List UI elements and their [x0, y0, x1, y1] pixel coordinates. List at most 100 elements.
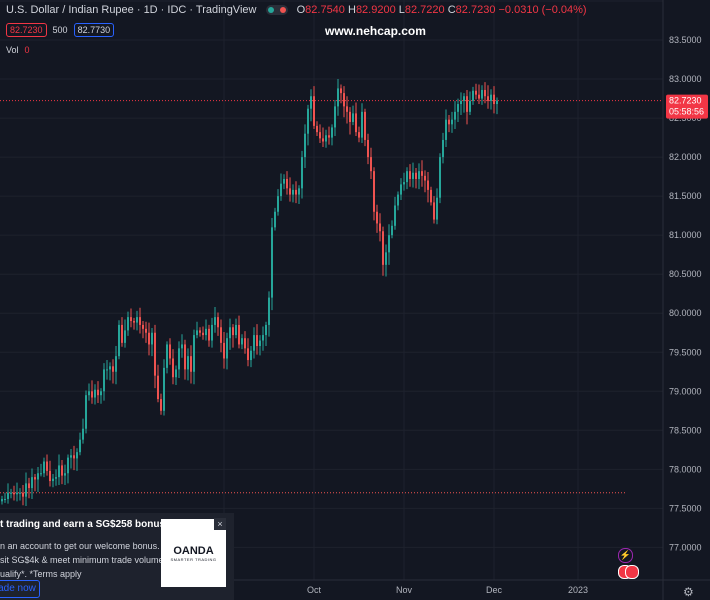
candle-body — [130, 317, 132, 322]
candle-body — [124, 330, 126, 343]
candle-body — [265, 324, 267, 336]
candle-body — [46, 461, 48, 471]
candle-body — [28, 483, 30, 489]
candle-body — [109, 366, 111, 370]
volume-legend[interactable]: Vol 0 — [6, 45, 30, 55]
candle-body — [445, 119, 447, 140]
ad-banner[interactable]: t trading and earn a SG$258 bonus n an a… — [0, 513, 234, 600]
candle-body — [31, 477, 33, 489]
buy-price-button[interactable]: 82.7730 — [73, 23, 115, 37]
candle-body — [472, 90, 474, 101]
lightning-icon[interactable]: ⚡ — [618, 548, 633, 563]
candle-body — [415, 172, 417, 179]
candle-body — [157, 375, 159, 400]
candle-body — [64, 473, 66, 476]
y-tick-label: 78.0000 — [669, 464, 702, 474]
candle-body — [406, 171, 408, 183]
candle-body — [100, 391, 102, 396]
close-label: C — [447, 4, 456, 16]
oanda-logo[interactable]: OANDA SMARTER TRADING — [161, 519, 226, 587]
candle-body — [259, 340, 261, 347]
candle-body — [76, 452, 78, 459]
candle-body — [55, 477, 57, 479]
candle-body — [235, 324, 237, 336]
candle-body — [418, 171, 420, 179]
candle-body — [391, 225, 393, 236]
ohlc-readout: O82.7540 H82.9200 L82.7220 C82.7230 −0.0… — [297, 4, 587, 16]
candle-body — [94, 389, 96, 398]
volume-value: 0 — [24, 45, 30, 55]
candle-body — [136, 317, 138, 323]
candle-body — [43, 461, 45, 474]
candle-body — [4, 498, 6, 500]
spread-value: 500 — [52, 25, 68, 35]
trade-now-button[interactable]: ade now — [0, 580, 40, 598]
candle-body — [493, 94, 495, 105]
economic-events-icon[interactable] — [618, 565, 639, 579]
candle-body — [436, 197, 438, 220]
candle-body — [82, 428, 84, 440]
candle-body — [451, 119, 453, 125]
x-tick-label: Oct — [307, 585, 322, 595]
candle-body — [313, 96, 315, 126]
candle-body — [88, 391, 90, 396]
volume-label: Vol — [6, 45, 19, 55]
candle-body — [427, 180, 429, 190]
candle-body — [385, 252, 387, 265]
candle-body — [166, 344, 168, 368]
candle-body — [382, 231, 384, 265]
countdown-label: 05:58:56 — [669, 107, 704, 117]
settings-gear-icon[interactable]: ⚙ — [683, 585, 694, 599]
candle-body — [280, 183, 282, 197]
bid-ask-row: 82.7230 500 82.7730 — [6, 23, 115, 37]
candle-body — [433, 202, 435, 220]
y-tick-label: 83.5000 — [669, 35, 702, 45]
candle-body — [148, 332, 150, 345]
candle-body — [37, 473, 39, 480]
candle-body — [193, 335, 195, 372]
candle-body — [307, 108, 309, 134]
ad-close-button[interactable]: × — [214, 518, 226, 530]
candle-body — [388, 235, 390, 253]
candle-body — [196, 330, 198, 336]
open-value: 82.7540 — [305, 4, 345, 16]
candle-body — [169, 344, 171, 359]
candle-body — [202, 332, 204, 336]
market-status-toggle[interactable] — [265, 5, 288, 16]
change-value: −0.0310 (−0.04%) — [498, 4, 587, 16]
x-tick-label: Dec — [486, 585, 503, 595]
candle-body — [355, 113, 357, 133]
x-tick-label: Nov — [396, 585, 413, 595]
watermark: www.nehcap.com — [325, 24, 426, 38]
candle-body — [475, 90, 477, 95]
sell-price-button[interactable]: 82.7230 — [6, 23, 47, 37]
candle-body — [49, 470, 51, 482]
candle-body — [199, 330, 201, 333]
ad-line-1: n an account to get our welcome bonus. — [0, 541, 160, 551]
candle-body — [163, 367, 165, 411]
candle-body — [154, 332, 156, 376]
y-tick-label: 82.0000 — [669, 152, 702, 162]
candle-body — [238, 324, 240, 345]
candle-body — [151, 332, 153, 345]
candle-body — [337, 88, 339, 107]
symbol-title[interactable]: U.S. Dollar / Indian Rupee · 1D · IDC · … — [6, 4, 257, 16]
candle-body — [481, 89, 483, 99]
candle-body — [403, 182, 405, 185]
candle-body — [343, 93, 345, 107]
candle-body — [379, 223, 381, 232]
candle-body — [217, 317, 219, 328]
candle-body — [292, 189, 294, 195]
candle-body — [409, 171, 411, 179]
candle-body — [484, 89, 486, 97]
candle-body — [274, 211, 276, 228]
candle-body — [22, 492, 24, 497]
candle-body — [247, 348, 249, 361]
candle-body — [184, 344, 186, 370]
candle-body — [34, 477, 36, 480]
logo-subtitle: SMARTER TRADING — [170, 556, 217, 562]
low-label: L — [398, 4, 405, 16]
candle-body — [97, 389, 99, 396]
candle-body — [328, 135, 330, 138]
